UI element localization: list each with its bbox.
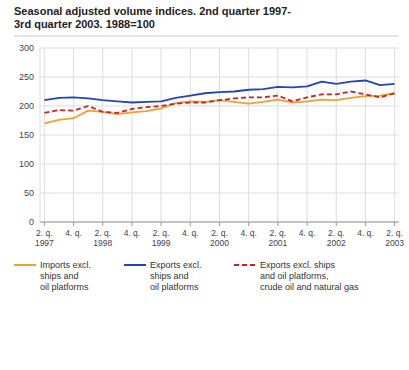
x-tick: [73, 222, 74, 226]
x-tick-label: 2. q.1998: [93, 228, 112, 248]
x-tick-label-line: 4. q.: [240, 228, 257, 238]
x-tick-label: 4. q.: [240, 228, 257, 238]
x-tick-label-line: 2. q.: [36, 228, 53, 238]
legend-label-line: Exports excl.: [150, 260, 202, 270]
x-tick-label-line: 2. q.: [153, 228, 170, 238]
x-grid-line: [102, 48, 103, 222]
legend: Imports excl.ships andoil platformsExpor…: [14, 260, 359, 292]
x-tick-label-line: 2002: [327, 238, 346, 248]
x-tick-label: 2. q.2000: [210, 228, 229, 248]
y-tick-label: 0: [29, 217, 34, 227]
x-tick-label-line: 2003: [385, 238, 404, 248]
x-tick-label: 4. q.: [357, 228, 374, 238]
y-grid-line: [40, 222, 399, 223]
x-tick-label-line: 4. q.: [65, 228, 82, 238]
x-tick-label-line: 2. q.: [328, 228, 345, 238]
x-tick-label-line: 1997: [35, 238, 54, 248]
x-tick-label: 2. q.1997: [35, 228, 54, 248]
x-grid-line: [277, 48, 278, 222]
legend-swatch: [14, 264, 36, 266]
x-grid-line: [44, 48, 45, 222]
x-axis-line: [40, 222, 399, 223]
y-tick-label: 100: [19, 159, 34, 169]
x-tick-label-line: 1999: [152, 238, 171, 248]
x-grid-line: [161, 48, 162, 222]
legend-label-line: Imports excl.: [40, 260, 91, 270]
x-tick: [190, 222, 191, 226]
x-grid-line: [307, 48, 308, 222]
x-tick: [102, 222, 103, 226]
legend-label-line: oil platforms: [40, 282, 89, 292]
x-tick-label: 4. q.: [65, 228, 82, 238]
x-tick: [277, 222, 278, 226]
x-tick-label: 2. q.1999: [152, 228, 171, 248]
x-tick-label-line: 2000: [210, 238, 229, 248]
legend-label-line: Exports excl. ships: [260, 260, 336, 270]
legend-label-line: crude oil and natural gas: [260, 282, 359, 292]
x-grid-line: [394, 48, 395, 222]
x-tick-label-line: 4. q.: [124, 228, 141, 238]
legend-swatch: [234, 264, 256, 266]
x-tick: [219, 222, 220, 226]
x-grid-line: [219, 48, 220, 222]
y-tick-label: 50: [24, 188, 34, 198]
legend-label-line: oil platforms: [150, 282, 199, 292]
series-line: [44, 92, 394, 113]
x-tick-label-line: 2. q.: [94, 228, 111, 238]
x-tick: [336, 222, 337, 226]
legend-label: Exports excl. shipsand oil platforms,cru…: [260, 260, 359, 292]
legend-label: Exports excl.ships andoil platforms: [150, 260, 202, 292]
x-grid-line: [73, 48, 74, 222]
title-line: Seasonal adjusted volume indices. 2nd qu…: [14, 5, 291, 17]
x-tick-label-line: 2. q.: [270, 228, 287, 238]
x-grid-line: [336, 48, 337, 222]
series-line: [44, 80, 394, 102]
title: Seasonal adjusted volume indices. 2nd qu…: [14, 5, 291, 30]
x-tick-label: 2. q.2001: [268, 228, 287, 248]
title-rule: [14, 36, 399, 37]
title-line: 3rd quarter 2003. 1988=100: [14, 18, 155, 30]
x-tick: [44, 222, 45, 226]
y-tick-label: 250: [19, 72, 34, 82]
chart: Seasonal adjusted volume indices. 2nd qu…: [0, 0, 409, 370]
x-tick-label: 4. q.: [182, 228, 199, 238]
x-tick-label: 2. q.2003: [385, 228, 404, 248]
x-tick-label-line: 4. q.: [357, 228, 374, 238]
x-tick-label-line: 4. q.: [299, 228, 316, 238]
x-tick: [365, 222, 366, 226]
plot-area: [44, 80, 394, 123]
series-line: [44, 93, 394, 123]
y-tick-label: 200: [19, 101, 34, 111]
x-tick-label-line: 4. q.: [182, 228, 199, 238]
legend-label-line: ships and: [40, 271, 79, 281]
x-tick-label-line: 2001: [268, 238, 287, 248]
x-tick: [131, 222, 132, 226]
x-tick: [394, 222, 395, 226]
y-tick-label: 150: [19, 130, 34, 140]
x-grid-line: [248, 48, 249, 222]
x-tick-label: 2. q.2002: [327, 228, 346, 248]
y-tick-label: 300: [19, 43, 34, 53]
y-axis-line: [40, 48, 41, 222]
x-tick-label-line: 1998: [93, 238, 112, 248]
x-grid-line: [190, 48, 191, 222]
grid: [40, 48, 399, 222]
x-tick: [161, 222, 162, 226]
x-tick: [307, 222, 308, 226]
x-grid-line: [365, 48, 366, 222]
x-tick-label-line: 2. q.: [211, 228, 228, 238]
legend-label-line: ships and: [150, 271, 189, 281]
legend-label-line: and oil platforms,: [260, 271, 329, 281]
x-tick-label: 4. q.: [124, 228, 141, 238]
legend-label: Imports excl.ships andoil platforms: [40, 260, 91, 292]
x-tick-label-line: 2. q.: [386, 228, 403, 238]
x-grid-line: [131, 48, 132, 222]
legend-swatch: [124, 264, 146, 266]
x-tick-label: 4. q.: [299, 228, 316, 238]
x-tick: [248, 222, 249, 226]
